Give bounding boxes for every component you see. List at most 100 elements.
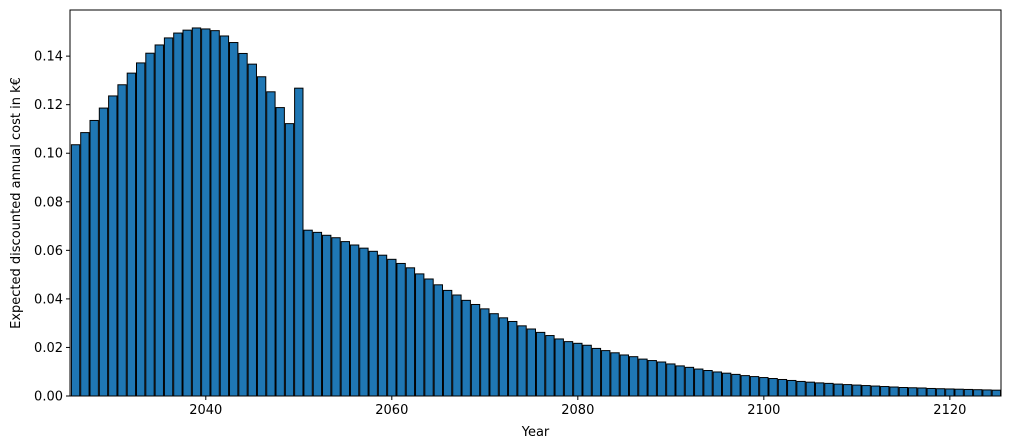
- bar-2028: [89, 119, 99, 396]
- bar-2062: [405, 267, 416, 396]
- bar-2073: [508, 320, 518, 396]
- x-axis-ticks: 2040 2060 2080 2100 2120: [189, 396, 966, 418]
- bar-2081: [582, 344, 592, 396]
- bar-2067: [452, 294, 462, 396]
- y-tick-label-6: 0.12: [34, 98, 63, 113]
- bar-2063: [415, 273, 425, 396]
- bar-2118: [926, 387, 936, 396]
- bar-2049: [284, 123, 295, 396]
- bar-2052: [312, 231, 323, 396]
- bar-2059: [377, 254, 388, 396]
- bar-2054: [331, 237, 341, 396]
- bar-2103: [787, 379, 797, 396]
- x-tick-label-2080: 2080: [561, 403, 594, 418]
- bar-2030: [108, 95, 118, 396]
- bar-2078: [554, 338, 564, 396]
- bar-2084: [610, 352, 620, 396]
- bar-2079: [563, 341, 574, 396]
- bar-2099: [749, 376, 760, 396]
- x-tick-label-2040: 2040: [189, 403, 222, 418]
- bar-2114: [889, 386, 899, 396]
- bar-2122: [963, 388, 974, 396]
- bar-2034: [145, 52, 155, 396]
- y-tick-label-5: 0.10: [34, 147, 63, 162]
- bar-2071: [489, 313, 499, 396]
- bar-2070: [480, 308, 490, 396]
- bar-2057: [359, 247, 369, 396]
- bar-2041: [210, 30, 220, 396]
- bar-2089: [656, 361, 667, 396]
- bar-2035: [154, 44, 164, 396]
- bar-2075: [526, 328, 537, 396]
- bar-2101: [768, 378, 778, 396]
- bar-2060: [387, 258, 397, 396]
- y-tick-label-4: 0.08: [34, 195, 63, 210]
- y-axis-ticks: 0.00 0.02 0.04 0.06 0.08 0.10 0.12 0.14: [34, 50, 70, 405]
- y-tick-label-0: 0.00: [34, 390, 63, 405]
- bar-2027: [80, 132, 90, 396]
- bar-2120: [945, 388, 955, 396]
- bar-2096: [721, 372, 732, 396]
- bar-2047: [266, 91, 276, 396]
- bar-2074: [517, 325, 527, 396]
- bar-2119: [935, 388, 946, 396]
- bar-2048: [275, 107, 285, 396]
- bar-2121: [954, 388, 964, 396]
- plot-frame: [69, 9, 1002, 397]
- bar-2051: [303, 229, 313, 396]
- bar-2093: [694, 368, 704, 396]
- bar-2046: [256, 76, 267, 396]
- bar-2076: [535, 331, 546, 396]
- bar-2037: [173, 32, 183, 396]
- bar-2042: [219, 35, 230, 396]
- bar-2104: [796, 380, 806, 396]
- y-tick-label-3: 0.06: [34, 244, 63, 259]
- bar-2058: [368, 250, 378, 396]
- bar-2088: [647, 360, 657, 396]
- bar-2072: [498, 317, 509, 396]
- bar-2069: [470, 303, 481, 396]
- bar-2092: [684, 366, 695, 396]
- x-tick-label-2120: 2120: [933, 403, 966, 418]
- bar-2105: [805, 381, 816, 396]
- bar-2117: [917, 387, 927, 396]
- bar-2123: [973, 389, 983, 396]
- bar-2066: [442, 289, 453, 396]
- bar-2064: [424, 278, 434, 396]
- bar-2045: [247, 63, 257, 396]
- bar-2026: [70, 144, 81, 396]
- bar-2056: [349, 244, 360, 396]
- bar-2080: [573, 342, 583, 396]
- bar-2110: [852, 384, 862, 396]
- bar-2113: [880, 386, 890, 396]
- bar-2043: [229, 42, 239, 396]
- bar-2094: [703, 370, 713, 396]
- bar-2115: [898, 387, 909, 396]
- bar-2082: [591, 347, 602, 396]
- bar-2112: [870, 385, 881, 396]
- bar-2100: [759, 377, 769, 396]
- bar-2065: [433, 284, 443, 396]
- bar-2090: [666, 363, 676, 396]
- bar-2097: [731, 373, 741, 396]
- bar-2106: [814, 382, 825, 396]
- bar-2124: [982, 389, 992, 396]
- bar-2036: [163, 37, 174, 396]
- bar-2116: [907, 387, 918, 396]
- bar-2107: [824, 382, 834, 396]
- bar-2061: [396, 262, 406, 396]
- bar-2085: [619, 354, 630, 396]
- x-tick-label-2100: 2100: [747, 403, 780, 418]
- bar-2038: [182, 29, 192, 396]
- bar-2087: [638, 358, 648, 396]
- bar-2053: [322, 234, 332, 396]
- bar-2109: [842, 384, 853, 396]
- bar-2086: [628, 356, 639, 396]
- bar-2029: [98, 107, 109, 396]
- bar-2077: [545, 335, 555, 396]
- bar-2040: [201, 28, 211, 396]
- bar-2083: [601, 350, 611, 396]
- y-axis-label: Expected discounted annual cost in k€: [9, 77, 24, 329]
- y-tick-label-2: 0.04: [34, 292, 63, 307]
